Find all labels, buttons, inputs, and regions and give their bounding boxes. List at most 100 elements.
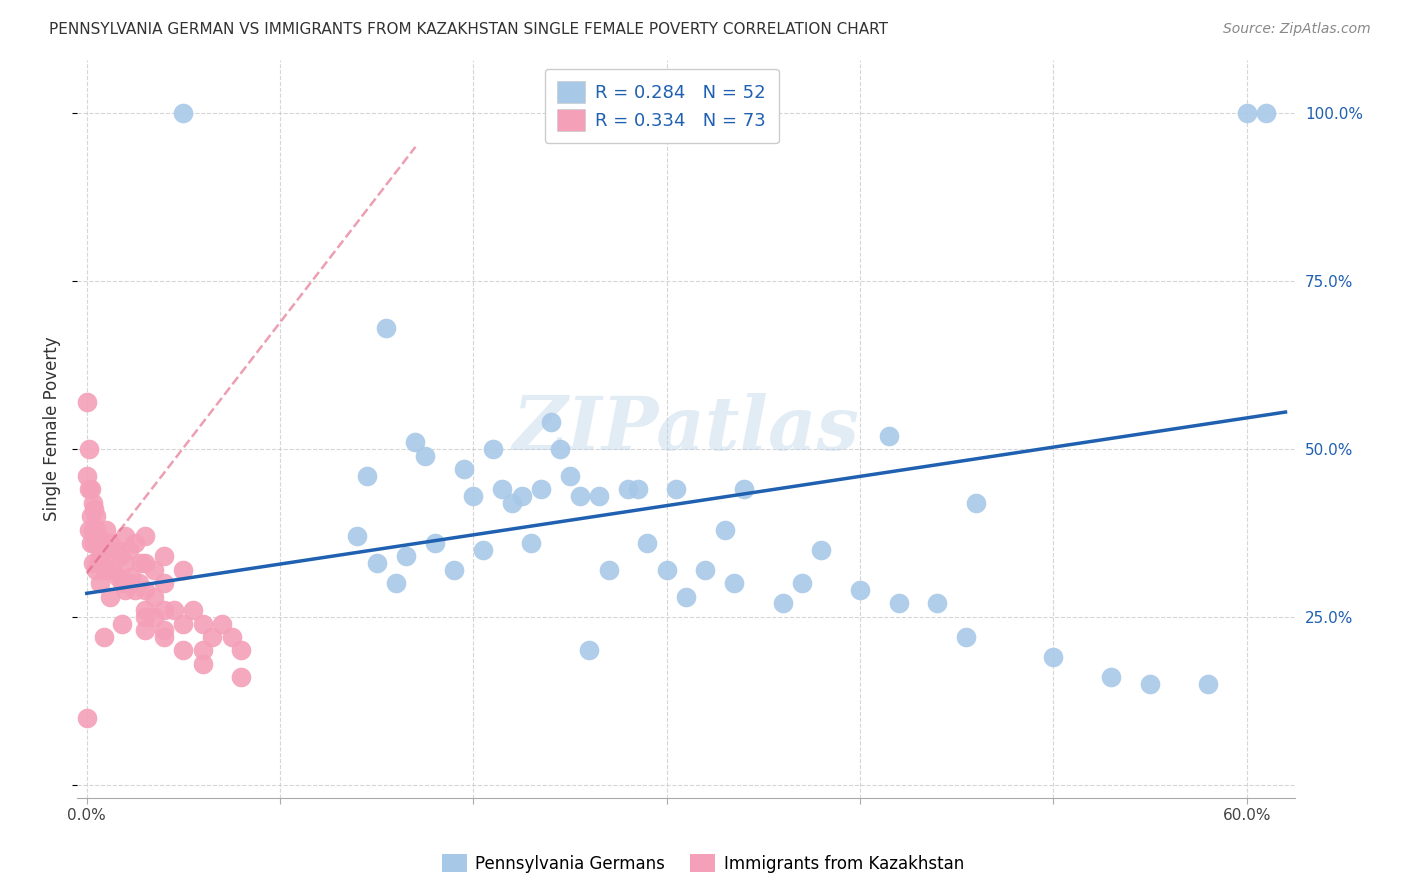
Point <box>404 435 426 450</box>
Point <box>153 624 176 638</box>
Point <box>87 556 110 570</box>
Point <box>89 576 111 591</box>
Point <box>733 482 755 496</box>
Point <box>83 536 105 550</box>
Point <box>1042 650 1064 665</box>
Point <box>77 523 100 537</box>
Point <box>965 496 987 510</box>
Point <box>134 624 156 638</box>
Point <box>163 603 186 617</box>
Point <box>588 489 610 503</box>
Point <box>877 428 900 442</box>
Legend: Pennsylvania Germans, Immigrants from Kazakhstan: Pennsylvania Germans, Immigrants from Ka… <box>436 847 970 880</box>
Point <box>101 563 124 577</box>
Point <box>550 442 572 456</box>
Point <box>181 603 204 617</box>
Point <box>110 576 132 591</box>
Point <box>617 482 640 496</box>
Point <box>501 496 523 510</box>
Point <box>114 529 136 543</box>
Point <box>1197 677 1219 691</box>
Point <box>153 576 176 591</box>
Point <box>191 643 214 657</box>
Point <box>491 482 513 496</box>
Point <box>86 563 108 577</box>
Point <box>91 536 114 550</box>
Point <box>110 616 132 631</box>
Point <box>530 482 553 496</box>
Point <box>231 643 253 657</box>
Point <box>82 523 104 537</box>
Point <box>114 582 136 597</box>
Point <box>955 630 977 644</box>
Point <box>86 523 108 537</box>
Point <box>191 616 214 631</box>
Point <box>120 569 142 583</box>
Point <box>134 609 156 624</box>
Point <box>453 462 475 476</box>
Point <box>98 590 121 604</box>
Point <box>79 536 101 550</box>
Point <box>695 563 717 577</box>
Point <box>675 590 697 604</box>
Point <box>472 542 495 557</box>
Point <box>128 576 150 591</box>
Point <box>423 536 446 550</box>
Point <box>1139 677 1161 691</box>
Point <box>86 536 108 550</box>
Point <box>82 556 104 570</box>
Point <box>108 549 131 564</box>
Point <box>134 603 156 617</box>
Point <box>107 569 129 583</box>
Point <box>87 529 110 543</box>
Point <box>665 482 688 496</box>
Point <box>172 643 194 657</box>
Point <box>443 563 465 577</box>
Point <box>714 523 737 537</box>
Point <box>172 563 194 577</box>
Point <box>510 489 533 503</box>
Point <box>1101 670 1123 684</box>
Point <box>191 657 214 671</box>
Point <box>93 630 115 644</box>
Point <box>104 542 127 557</box>
Point <box>558 468 581 483</box>
Point <box>76 395 98 409</box>
Point <box>172 616 194 631</box>
Point <box>98 536 121 550</box>
Point <box>221 630 243 644</box>
Point <box>153 630 176 644</box>
Point <box>636 536 658 550</box>
Point <box>94 563 117 577</box>
Point <box>134 529 156 543</box>
Point <box>598 563 620 577</box>
Point <box>172 106 194 120</box>
Point <box>356 468 378 483</box>
Point <box>76 468 98 483</box>
Point <box>153 603 176 617</box>
Text: Source: ZipAtlas.com: Source: ZipAtlas.com <box>1223 22 1371 37</box>
Point <box>627 482 650 496</box>
Point <box>810 542 832 557</box>
Point <box>83 502 105 516</box>
Point <box>143 590 166 604</box>
Point <box>395 549 418 564</box>
Point <box>463 489 485 503</box>
Point <box>129 556 152 570</box>
Point <box>385 576 408 591</box>
Point <box>76 710 98 724</box>
Point <box>568 489 591 503</box>
Point <box>93 556 115 570</box>
Point <box>1256 106 1278 120</box>
Point <box>346 529 368 543</box>
Legend: R = 0.284   N = 52, R = 0.334   N = 73: R = 0.284 N = 52, R = 0.334 N = 73 <box>544 69 779 144</box>
Point <box>887 596 910 610</box>
Point <box>201 630 224 644</box>
Point <box>153 549 176 564</box>
Point <box>1236 106 1258 120</box>
Point <box>79 509 101 524</box>
Point <box>118 576 141 591</box>
Point <box>143 609 166 624</box>
Text: PENNSYLVANIA GERMAN VS IMMIGRANTS FROM KAZAKHSTAN SINGLE FEMALE POVERTY CORRELAT: PENNSYLVANIA GERMAN VS IMMIGRANTS FROM K… <box>49 22 889 37</box>
Text: ZIPatlas: ZIPatlas <box>513 392 859 465</box>
